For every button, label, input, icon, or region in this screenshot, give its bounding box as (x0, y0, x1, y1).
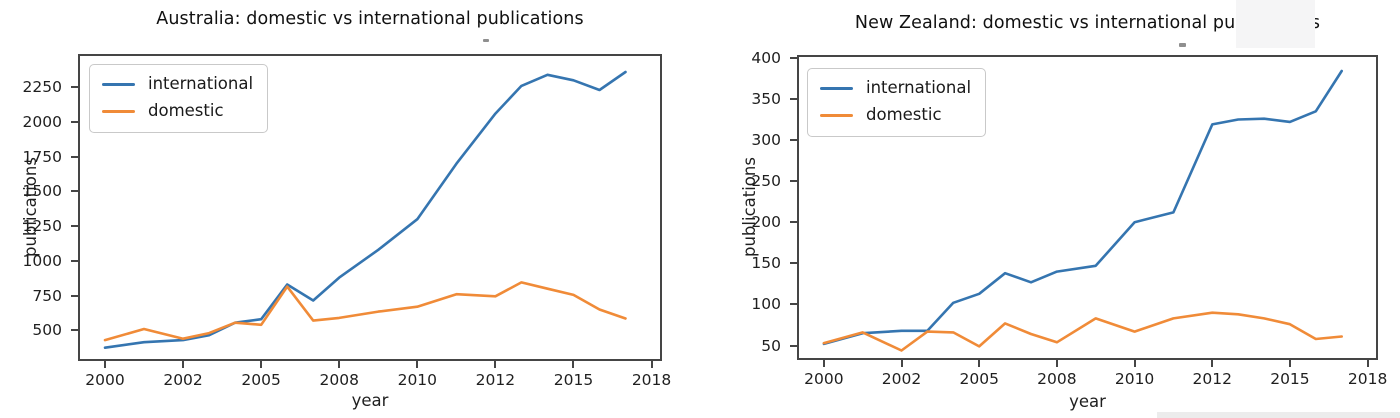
x-tick-mark (494, 361, 497, 368)
legend-box: international domestic (807, 68, 987, 137)
series-line-international (103, 70, 627, 350)
y-tick-mark (790, 180, 797, 183)
x-tick-mark (822, 360, 825, 367)
y-tick-label: 100 (751, 295, 781, 314)
y-tick-mark (71, 155, 78, 158)
y-tick-mark (71, 225, 78, 228)
screen-artifact-top-right (1236, 0, 1315, 48)
series-line-domestic (822, 311, 1344, 352)
x-tick-label: 2000 (804, 370, 844, 388)
line-plot-new-zealand (822, 69, 1344, 352)
x-tick-label: 2002 (881, 370, 922, 388)
x-axis-label: year (351, 391, 389, 410)
legend-item-international: international (102, 73, 253, 95)
y-tick-label: 1750 (22, 147, 62, 166)
y-tick-label: 50 (761, 336, 781, 355)
y-tick-mark (790, 344, 797, 347)
x-tick-mark (338, 361, 341, 368)
legend-line-swatch-orange (102, 109, 135, 113)
y-tick-mark (790, 139, 797, 142)
y-tick-label: 750 (32, 286, 62, 305)
y-tick-label: 2000 (22, 112, 62, 131)
series-line-international (822, 69, 1344, 346)
x-tick-label: 2012 (1192, 370, 1232, 388)
x-tick-mark (260, 361, 263, 368)
legend-line-swatch-orange (820, 113, 853, 117)
y-tick-label: 150 (751, 254, 781, 273)
y-tick-label: 1500 (22, 182, 62, 201)
screen-artifact-bottom-right (1157, 412, 1400, 418)
y-tick-mark (790, 221, 797, 224)
legend-item-domestic: domestic (102, 100, 253, 122)
legend-label: domestic (148, 101, 224, 121)
x-tick-mark (1133, 360, 1136, 367)
y-tick-label: 200 (751, 213, 781, 232)
y-tick-label: 300 (751, 131, 781, 150)
x-tick-label: 2000 (85, 371, 125, 389)
legend-item-domestic: domestic (820, 104, 971, 126)
y-tick-label: 250 (751, 172, 781, 191)
x-tick-mark (1211, 360, 1214, 367)
y-tick-label: 1000 (22, 251, 62, 270)
y-tick-mark (790, 97, 797, 100)
x-tick-mark (900, 360, 903, 367)
legend-line-swatch-blue (820, 86, 853, 90)
legend-label: international (866, 78, 972, 97)
title-artifact-dash (1179, 43, 1186, 47)
y-axis-label: publications (740, 157, 759, 258)
y-tick-mark (71, 329, 78, 332)
x-tick-label: 2002 (163, 371, 203, 389)
x-tick-mark (103, 361, 106, 368)
y-tick-mark (71, 120, 78, 123)
x-tick-label: 2005 (241, 371, 281, 389)
plot-area-new-zealand: publications international domestic 2000… (740, 49, 1387, 388)
x-tick-label: 2010 (397, 371, 438, 389)
x-tick-mark (1288, 360, 1291, 367)
x-tick-label: 2018 (631, 371, 672, 389)
y-axis-label: publications (21, 157, 40, 258)
y-tick-mark (71, 190, 78, 193)
legend-label: international (148, 74, 254, 93)
x-tick-label: 2012 (475, 371, 516, 389)
x-tick-mark (572, 361, 575, 368)
line-plot-australia (103, 70, 627, 350)
x-axis-label: year (1069, 392, 1106, 411)
y-tick-label: 2250 (22, 78, 62, 97)
legend-line-swatch-blue (102, 82, 135, 86)
series-line-domestic (103, 281, 627, 342)
y-tick-label: 400 (751, 48, 781, 67)
x-tick-label: 2008 (1037, 370, 1077, 388)
y-tick-mark (71, 294, 78, 297)
legend-label: domestic (866, 105, 942, 125)
x-tick-mark (182, 361, 185, 368)
x-tick-mark (978, 360, 981, 367)
y-tick-mark (71, 259, 78, 262)
x-tick-label: 2008 (319, 371, 359, 389)
y-tick-label: 1250 (22, 217, 62, 236)
plot-area-australia: publications international domestic 2000… (21, 54, 671, 389)
x-tick-mark (1366, 360, 1369, 367)
y-tick-label: 350 (751, 89, 781, 108)
title-artifact-dash (483, 39, 489, 42)
x-tick-mark (416, 361, 419, 368)
x-tick-label: 2005 (959, 370, 999, 388)
x-tick-label: 2015 (553, 371, 594, 389)
y-tick-mark (790, 303, 797, 306)
x-tick-label: 2010 (1114, 370, 1155, 388)
x-tick-mark (1055, 360, 1058, 367)
legend-item-international: international (820, 77, 971, 99)
y-tick-mark (790, 56, 797, 59)
legend-box: international domestic (89, 64, 269, 133)
x-tick-label: 2015 (1270, 370, 1310, 388)
x-tick-label: 2018 (1347, 370, 1388, 388)
chart-title-australia: Australia: domestic vs international pub… (156, 9, 584, 29)
x-tick-mark (650, 361, 653, 368)
y-tick-mark (790, 262, 797, 265)
y-tick-mark (71, 86, 78, 89)
y-tick-label: 500 (32, 321, 62, 340)
